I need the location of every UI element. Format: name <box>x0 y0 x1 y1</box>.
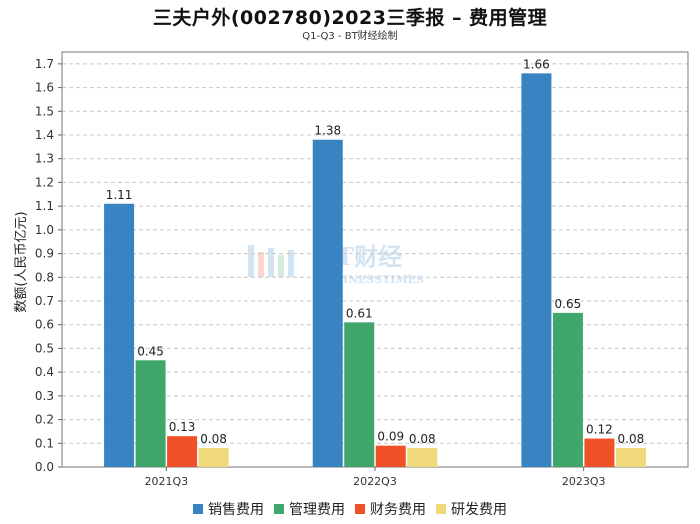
data-label: 1.66 <box>523 57 550 71</box>
legend-label: 研发费用 <box>451 502 507 518</box>
legend-swatch <box>436 504 446 514</box>
legend-swatch <box>193 504 203 514</box>
y-tick-label: 0.2 <box>35 413 54 427</box>
x-tick-label: 2022Q3 <box>353 475 397 488</box>
data-label: 0.12 <box>586 423 613 437</box>
bar <box>135 360 166 467</box>
legend-item-finance: 财务费用 <box>355 499 426 519</box>
y-tick-label: 0.4 <box>35 365 54 379</box>
legend-swatch <box>355 504 365 514</box>
chart-title: 三夫户外(002780)2023三季报 – 费用管理 <box>152 7 548 29</box>
y-tick-label: 0.9 <box>35 247 54 261</box>
watermark-logo-bar <box>258 252 264 277</box>
legend-label: 销售费用 <box>208 502 264 518</box>
bars <box>104 73 646 467</box>
legend-item-rnd: 研发费用 <box>436 499 507 519</box>
y-tick-label: 1.6 <box>35 81 54 95</box>
watermark-subtitle: BUSINESSTIMES <box>316 273 424 286</box>
grid-lines <box>62 63 688 444</box>
y-tick-label: 0.5 <box>35 341 54 355</box>
bar <box>375 445 406 467</box>
x-tick-label: 2021Q3 <box>145 475 189 488</box>
data-label: 1.11 <box>106 188 133 202</box>
data-label: 0.45 <box>137 344 164 358</box>
bar <box>615 448 646 467</box>
data-labels: 1.11 0.45 0.13 0.08 1.38 0.61 0.09 0.08 1.66 0.65… <box>106 57 645 446</box>
data-label: 0.08 <box>409 432 436 446</box>
y-tick-label: 1.5 <box>35 104 54 118</box>
y-tick-label: 0.6 <box>35 318 54 332</box>
watermark-logo-bar <box>278 255 284 277</box>
bar <box>552 312 583 467</box>
y-tick-label: 0.1 <box>35 436 54 450</box>
legend-label: 管理费用 <box>289 502 345 518</box>
legend-item-sales: 销售费用 <box>193 499 264 519</box>
axes: 0.0 0.1 0.2 0.3 0.4 0.5 0.6 0.7 0.8 0.9 1.0 1.1 1.2 1… <box>35 51 689 488</box>
bar <box>344 322 375 467</box>
bar <box>584 438 615 467</box>
watermark-logo-bar <box>268 248 274 277</box>
y-tick-label: 1.7 <box>35 57 54 71</box>
watermark-logo-bar <box>248 245 254 277</box>
y-axis-label: 数额(人民币亿元) <box>14 211 29 312</box>
legend-swatch <box>274 504 284 514</box>
legend-label: 财务费用 <box>370 502 426 518</box>
y-tick-label: 0.3 <box>35 389 54 403</box>
legend: 销售费用 管理费用 财务费用 研发费用 <box>0 499 700 519</box>
legend-item-admin: 管理费用 <box>274 499 345 519</box>
bar <box>104 203 135 467</box>
y-tick-label: 1.4 <box>35 128 54 142</box>
watermark-logo-bar <box>288 250 294 277</box>
y-tick-label: 1.0 <box>35 223 54 237</box>
data-label: 0.08 <box>200 432 227 446</box>
x-tick-label: 2023Q3 <box>562 475 606 488</box>
y-tick-label: 0.8 <box>35 270 54 284</box>
y-tick-label: 1.1 <box>35 199 54 213</box>
data-label: 0.08 <box>618 432 645 446</box>
data-label: 1.38 <box>314 124 341 138</box>
bar <box>312 139 343 467</box>
data-label: 0.09 <box>377 430 404 444</box>
y-tick-label: 0.0 <box>35 460 54 474</box>
bar <box>198 448 229 467</box>
bar <box>167 436 198 467</box>
data-label: 0.65 <box>555 297 582 311</box>
data-label: 0.13 <box>169 420 196 434</box>
y-tick-label: 1.3 <box>35 152 54 166</box>
chart-subtitle: Q1-Q3 - BT财经绘制 <box>302 31 398 42</box>
data-label: 0.61 <box>346 306 373 320</box>
y-tick-label: 1.2 <box>35 175 54 189</box>
bar <box>407 448 438 467</box>
y-tick-label: 0.7 <box>35 294 54 308</box>
bar <box>521 73 552 467</box>
